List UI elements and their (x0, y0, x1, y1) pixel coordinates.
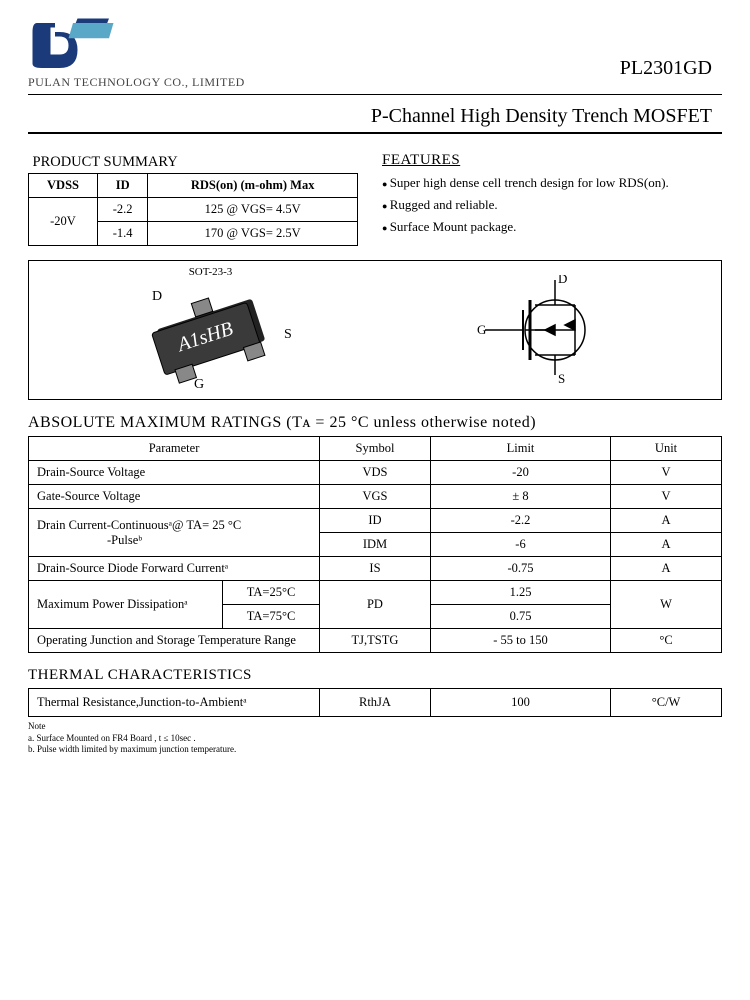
cell-id: -2.2 (98, 198, 148, 222)
svg-text:S: S (284, 327, 292, 342)
page-header: PULAN TECHNOLOGY CO., LIMITED PL2301GD (28, 18, 722, 90)
table-row: Drain-Source Diode Forward Currentᵃ IS -… (29, 557, 722, 581)
cell-sym: IS (320, 557, 431, 581)
note-head: Note (28, 721, 722, 733)
cell-sym: PD (320, 581, 431, 629)
page-title: P-Channel High Density Trench MOSFET (28, 105, 712, 128)
section-heading: ABSOLUTE MAXIMUM RATINGS (Tᴀ = 25 °C unl… (28, 414, 722, 432)
table-row: Drain-Source Voltage VDS -20 V (29, 461, 722, 485)
cell-sym: IDM (320, 533, 431, 557)
cell-lim: ± 8 (430, 485, 610, 509)
logo-block: PULAN TECHNOLOGY CO., LIMITED (28, 18, 245, 90)
cell-unit: V (611, 485, 722, 509)
package-drawing: SOT-23-3 A1sHB D S G (116, 266, 306, 394)
cell-rds: 125 @ VGS= 4.5V (148, 198, 358, 222)
cell-lim: - 55 to 150 (430, 629, 610, 653)
amr-table: Parameter Symbol Limit Unit Drain-Source… (28, 436, 722, 581)
col-unit: Unit (611, 437, 722, 461)
cell-lim: -6 (430, 533, 610, 557)
svg-text:G: G (477, 322, 486, 337)
cell-vdss: -20V (29, 198, 98, 246)
cell-sym: ID (320, 509, 431, 533)
package-type-label: SOT-23-3 (116, 266, 306, 278)
amr-table-cont: Maximum Power Dissipationᵃ TA=25°C PD 1.… (28, 580, 722, 653)
features-block: FEATURES Super high dense cell trench de… (382, 152, 722, 246)
cell-unit: °C/W (611, 689, 722, 717)
cell-unit: W (611, 581, 722, 629)
cell-unit: °C (611, 629, 722, 653)
table-row: Drain Current-Continuousᵃ@ TA= 25 °C -Pu… (29, 509, 722, 533)
table-row: Maximum Power Dissipationᵃ TA=25°C PD 1.… (29, 581, 722, 605)
company-logo-icon (28, 18, 118, 73)
col-param: Parameter (29, 437, 320, 461)
cell-temp: TA=25°C (223, 581, 320, 605)
section-heading: PRODUCT SUMMARY (29, 152, 358, 174)
list-item: Surface Mount package. (382, 219, 722, 235)
col-vdss: VDSS (29, 174, 98, 198)
cell-lim: 1.25 (430, 581, 610, 605)
part-number: PL2301GD (620, 57, 712, 80)
divider (28, 94, 722, 95)
note-b: b. Pulse width limited by maximum juncti… (28, 744, 722, 756)
cell-lim: -2.2 (430, 509, 610, 533)
cell-param: Operating Junction and Storage Temperatu… (29, 629, 320, 653)
cell-unit: V (611, 461, 722, 485)
col-limit: Limit (430, 437, 610, 461)
footnotes: Note a. Surface Mounted on FR4 Board , t… (28, 721, 722, 756)
cell-param: Gate-Source Voltage (29, 485, 320, 509)
thermal-table: Thermal Resistance,Junction-to-Ambientᵃ … (28, 688, 722, 717)
cell-param: Maximum Power Dissipationᵃ (29, 581, 223, 629)
col-rds: RDS(on) (m-ohm) Max (148, 174, 358, 198)
section-heading: FEATURES (382, 152, 722, 169)
table-row: Thermal Resistance,Junction-to-Ambientᵃ … (29, 689, 722, 717)
cell-rds: 170 @ VGS= 2.5V (148, 222, 358, 246)
table-row: Operating Junction and Storage Temperatu… (29, 629, 722, 653)
cell-sym: VGS (320, 485, 431, 509)
summary-features-row: PRODUCT SUMMARY VDSS ID RDS(on) (m-ohm) … (28, 152, 722, 246)
cell-param: Thermal Resistance,Junction-to-Ambientᵃ (29, 689, 320, 717)
section-heading: THERMAL CHARACTERISTICS (28, 667, 722, 684)
col-id: ID (98, 174, 148, 198)
cell-id: -1.4 (98, 222, 148, 246)
cell-lim: -0.75 (430, 557, 610, 581)
mosfet-schematic-icon: D G S (455, 275, 635, 385)
note-a: a. Surface Mounted on FR4 Board , t ≤ 10… (28, 733, 722, 745)
cell-sym: VDS (320, 461, 431, 485)
cell-unit: A (611, 533, 722, 557)
table-row: -20V -2.2 125 @ VGS= 4.5V (29, 198, 358, 222)
cell-unit: A (611, 557, 722, 581)
divider (28, 132, 722, 134)
company-name: PULAN TECHNOLOGY CO., LIMITED (28, 75, 245, 90)
cell-lim: -20 (430, 461, 610, 485)
cell-sym: TJ,TSTG (320, 629, 431, 653)
product-summary-block: PRODUCT SUMMARY VDSS ID RDS(on) (m-ohm) … (28, 152, 358, 246)
cell-lim: 100 (430, 689, 610, 717)
table-row: Gate-Source Voltage VGS ± 8 V (29, 485, 722, 509)
cell-temp: TA=75°C (223, 605, 320, 629)
svg-text:G: G (194, 377, 204, 390)
table-header-row: Parameter Symbol Limit Unit (29, 437, 722, 461)
package-diagram-box: SOT-23-3 A1sHB D S G (28, 260, 722, 400)
cell-sym: RthJA (320, 689, 431, 717)
features-list: Super high dense cell trench design for … (382, 175, 722, 235)
list-item: Rugged and reliable. (382, 197, 722, 213)
table-header-row: VDSS ID RDS(on) (m-ohm) Max (29, 174, 358, 198)
col-symbol: Symbol (320, 437, 431, 461)
cell-lim: 0.75 (430, 605, 610, 629)
list-item: Super high dense cell trench design for … (382, 175, 722, 191)
product-summary-table: PRODUCT SUMMARY VDSS ID RDS(on) (m-ohm) … (28, 152, 358, 246)
sot23-package-icon: A1sHB D S G (116, 280, 306, 390)
svg-text:D: D (152, 289, 162, 304)
cell-param: Drain Current-Continuousᵃ@ TA= 25 °C -Pu… (29, 509, 320, 557)
cell-unit: A (611, 509, 722, 533)
cell-param: Drain-Source Voltage (29, 461, 320, 485)
svg-text:D: D (558, 275, 567, 286)
cell-param: Drain-Source Diode Forward Currentᵃ (29, 557, 320, 581)
svg-text:S: S (558, 371, 565, 385)
